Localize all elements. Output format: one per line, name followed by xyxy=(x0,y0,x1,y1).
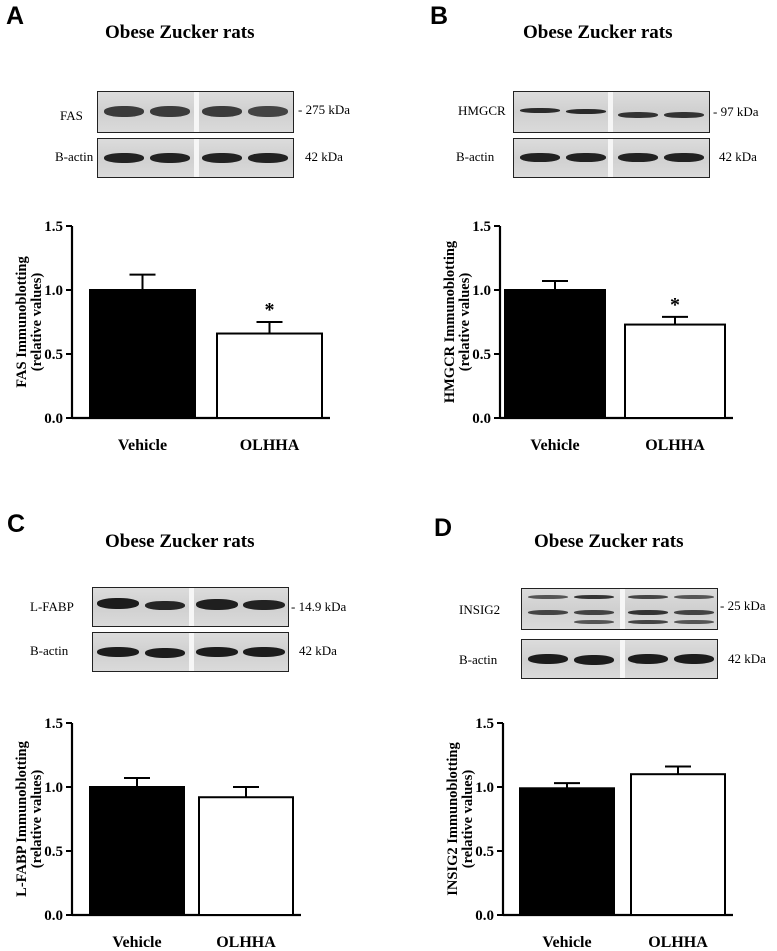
y-axis-label-units: (relative values) xyxy=(29,273,45,372)
significance-marker: * xyxy=(670,294,680,316)
panel-title: Obese Zucker rats xyxy=(523,22,673,43)
y-tick-label: 0.0 xyxy=(44,411,63,427)
significance-marker: * xyxy=(265,299,275,321)
y-tick-label: 0.5 xyxy=(475,844,494,860)
x-tick-label: OLHHA xyxy=(216,934,276,951)
panel-b: B Obese Zucker rats HMGCR - 97 kDa B-act… xyxy=(389,0,777,475)
y-tick-label: 0.5 xyxy=(44,347,63,363)
y-axis-label-units: (relative values) xyxy=(460,770,476,869)
y-axis-label: HMGCR Immunoblotting xyxy=(442,240,458,403)
bar-vehicle xyxy=(504,289,606,419)
western-blot-loading xyxy=(513,138,710,178)
panel-d: D Obese Zucker rats INSIG2 - 25 kDa B-ac… xyxy=(389,476,777,951)
loading-kda-label: 42 kDa xyxy=(728,651,766,666)
bar-olhha xyxy=(624,323,726,419)
bar-chart: 0.0 0.5 1.0 1.5 INSIG2 Immunoblotting (relati… xyxy=(445,716,733,951)
panel-title: Obese Zucker rats xyxy=(105,22,255,43)
y-tick-label: 1.5 xyxy=(472,219,491,235)
x-tick-label: OLHHA xyxy=(648,934,708,951)
panel-title: Obese Zucker rats xyxy=(534,531,684,552)
loading-control-label: B-actin xyxy=(456,149,495,164)
y-tick-label: 0.0 xyxy=(472,411,491,427)
x-tick-label: Vehicle xyxy=(118,437,167,454)
western-blot-loading xyxy=(97,138,294,178)
panel-letter: C xyxy=(7,510,26,538)
y-tick-label: 0.0 xyxy=(475,908,494,924)
y-tick-label: 0.5 xyxy=(472,347,491,363)
y-tick-label: 0.5 xyxy=(44,844,63,860)
y-tick-label: 1.0 xyxy=(472,283,491,299)
bar-vehicle xyxy=(519,787,615,916)
protein-kda-label: - 275 kDa xyxy=(298,102,350,117)
y-tick-label: 1.5 xyxy=(44,219,63,235)
bar-chart: 0.0 0.5 1.0 1.5 L-FABP Immunoblotting (relati… xyxy=(14,716,301,951)
bar-olhha xyxy=(198,796,294,916)
bar-vehicle xyxy=(89,289,196,419)
panel-letter: A xyxy=(6,2,25,30)
y-axis-label: FAS Immunoblotting xyxy=(14,256,30,388)
protein-kda-label: - 25 kDa xyxy=(720,598,766,613)
y-tick-label: 1.0 xyxy=(44,283,63,299)
bar-olhha xyxy=(630,773,726,917)
y-axis-label: INSIG2 Immunoblotting xyxy=(445,742,461,896)
bar-chart: 0.0 0.5 1.0 1.5 HMGCR Immunoblotting (relativ… xyxy=(442,219,733,454)
panel-a: A Obese Zucker rats FAS - 275 kDa B-acti… xyxy=(0,0,388,475)
x-tick-label: Vehicle xyxy=(530,437,579,454)
panel-letter: B xyxy=(430,2,449,30)
protein-label: FAS xyxy=(60,108,83,123)
x-tick-label: OLHHA xyxy=(240,437,300,454)
loading-control-label: B-actin xyxy=(55,149,94,164)
y-tick-label: 0.0 xyxy=(44,908,63,924)
bar-olhha xyxy=(216,332,323,419)
y-axis-label-units: (relative values) xyxy=(457,273,473,372)
protein-kda-label: - 14.9 kDa xyxy=(291,599,347,614)
x-tick-label: Vehicle xyxy=(542,934,591,951)
panel-title: Obese Zucker rats xyxy=(105,531,255,552)
y-tick-label: 1.5 xyxy=(475,716,494,732)
y-axis-label-units: (relative values) xyxy=(29,770,45,869)
loading-control-label: B-actin xyxy=(30,643,69,658)
protein-label: INSIG2 xyxy=(459,602,501,617)
y-tick-label: 1.5 xyxy=(44,716,63,732)
y-tick-label: 1.0 xyxy=(44,780,63,796)
y-axis-label: L-FABP Immunoblotting xyxy=(14,740,30,896)
panel-c: C Obese Zucker rats L-FABP - 14.9 kDa B-… xyxy=(0,476,388,951)
x-tick-label: Vehicle xyxy=(112,934,161,951)
y-tick-label: 1.0 xyxy=(475,780,494,796)
loading-kda-label: 42 kDa xyxy=(299,643,337,658)
western-blot-protein xyxy=(513,91,710,133)
bar-chart: 0.0 0.5 1.0 1.5 FAS Immunoblotting (relative … xyxy=(14,219,330,454)
panel-letter: D xyxy=(434,514,453,542)
protein-label: L-FABP xyxy=(30,599,74,614)
loading-kda-label: 42 kDa xyxy=(305,149,343,164)
bar-vehicle xyxy=(89,786,185,916)
protein-kda-label: - 97 kDa xyxy=(713,104,759,119)
western-blot-loading xyxy=(521,639,718,679)
western-blot-protein xyxy=(92,587,289,627)
western-blot-loading xyxy=(92,632,289,672)
loading-kda-label: 42 kDa xyxy=(719,149,757,164)
western-blot-protein xyxy=(97,91,294,133)
x-tick-label: OLHHA xyxy=(645,437,705,454)
protein-label: HMGCR xyxy=(458,103,506,118)
loading-control-label: B-actin xyxy=(459,652,498,667)
western-blot-protein xyxy=(521,588,718,630)
